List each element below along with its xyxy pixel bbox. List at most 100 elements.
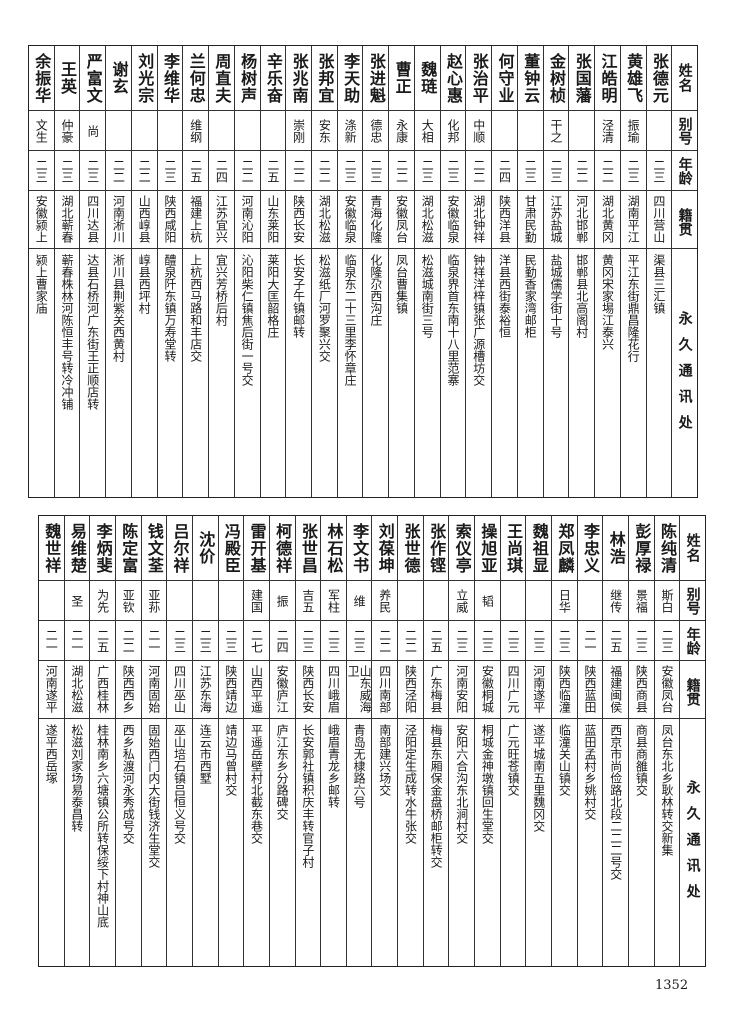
alias-cell: 景福 bbox=[629, 581, 654, 621]
native-cell: 湖北蕲春 bbox=[54, 191, 80, 249]
native-cell: 江苏东海 bbox=[192, 661, 218, 719]
age-cell: 二三 bbox=[646, 151, 672, 191]
age-cell: 二二 bbox=[389, 151, 414, 191]
person-column: 钱文荃 亚荪 二一 河南固始 固始西门内大街钱济生堂交 bbox=[140, 516, 167, 966]
alias-cell: 亚荪 bbox=[141, 581, 167, 621]
alias-cell bbox=[218, 581, 244, 621]
name-cell: 周直夫 bbox=[209, 46, 234, 111]
name-cell: 张兆南 bbox=[286, 46, 311, 111]
age-cell: 二一 bbox=[577, 621, 603, 661]
person-column: 张德元 二三 四川营山 渠县三汇镇 bbox=[645, 46, 672, 497]
native-cell: 广西桂林 bbox=[90, 661, 115, 719]
age-cell: 二四 bbox=[269, 621, 295, 661]
name-cell: 郑凤麟 bbox=[552, 516, 577, 581]
alias-cell: 安东 bbox=[311, 111, 337, 151]
native-cell: 湖北松滋 bbox=[414, 191, 440, 249]
age-cell: 二三 bbox=[629, 621, 654, 661]
alias-cell bbox=[646, 111, 672, 151]
name-cell: 王尚琪 bbox=[500, 516, 526, 581]
name-cell: 李天助 bbox=[337, 46, 363, 111]
addr-cell: 凤台东北乡耿林转交新集 bbox=[660, 724, 675, 856]
name-cell: 李忠义 bbox=[577, 516, 603, 581]
age-cell: 二三 bbox=[500, 621, 526, 661]
addr-cell: 靖边马曾村交 bbox=[223, 724, 238, 796]
native-cell: 河南淅川 bbox=[106, 191, 131, 249]
addr-cell: 南部建兴场交 bbox=[377, 724, 392, 796]
person-column: 冯殿臣 二三 陕西靖边 靖边马曾村交 bbox=[217, 516, 244, 966]
age-cell: 二一 bbox=[141, 621, 167, 661]
person-column: 辛乐奋 二五 山东莱阳 莱阳大匡韶格庄 bbox=[259, 46, 286, 497]
person-column: 周直夫 二四 江苏宜兴 宜兴芳桥后村 bbox=[208, 46, 234, 497]
addr-cell: 醴泉阡东镇万寿堂转 bbox=[162, 254, 177, 362]
addr-cell: 连云市西墅 bbox=[198, 724, 213, 784]
name-cell: 曹正 bbox=[389, 46, 414, 111]
person-column: 张进魁 德忠 二三 青海化隆 化隆尕西沟庄 bbox=[362, 46, 389, 497]
age-cell: 二三 bbox=[337, 151, 363, 191]
native-cell: 四川营山 bbox=[646, 191, 672, 249]
age-cell: 二三 bbox=[157, 151, 183, 191]
person-column: 索仪亭 立威 二三 河南安阳 安阳六合沟东北涧村交 bbox=[448, 516, 475, 966]
name-cell: 张国藩 bbox=[569, 46, 595, 111]
alias-cell: 泾清 bbox=[595, 111, 620, 151]
addr-cell: 西京市尚俭路北段二二二号交 bbox=[608, 724, 623, 880]
name-cell: 刘葆坤 bbox=[372, 516, 398, 581]
native-cell: 陕西洋县 bbox=[492, 191, 517, 249]
person-column: 魏世祥 二一 河南遂平 遂平西岳塚 bbox=[38, 516, 64, 966]
alias-cell: 振 bbox=[269, 581, 295, 621]
page-number: 1352 bbox=[655, 978, 689, 993]
native-cell: 陕西西乡 bbox=[115, 661, 141, 719]
native-cell: 青海化隆 bbox=[363, 191, 389, 249]
age-cell: 二五 bbox=[260, 151, 286, 191]
age-cell: 二三 bbox=[321, 621, 346, 661]
native-cell: 河南安阳 bbox=[449, 661, 475, 719]
addr-cell: 临泉界首东南十八里范寨 bbox=[446, 254, 461, 386]
native-cell: 河南遂平 bbox=[526, 661, 552, 719]
name-cell: 张治平 bbox=[466, 46, 492, 111]
name-cell: 王英 bbox=[54, 46, 80, 111]
native-cell: 陕西咸阳 bbox=[157, 191, 183, 249]
person-column: 张世昌 吉五 二三 陕西长安 长安郭社镇积庆丰转官子村 bbox=[294, 516, 321, 966]
addr-cell: 松滋城南街三号 bbox=[420, 254, 435, 338]
addr-cell: 泾阳定生成转水牛张交 bbox=[403, 724, 418, 844]
addr-cell: 黄冈宋家埸江泰兴 bbox=[600, 254, 615, 350]
name-cell: 沈价 bbox=[192, 516, 218, 581]
alias-cell bbox=[526, 581, 552, 621]
native-cell: 四川峨眉 bbox=[321, 661, 346, 719]
person-column: 吕尔祥 二三 四川巫山 巫山培石镇吕恒义号交 bbox=[166, 516, 192, 966]
native-cell: 安徽临泉 bbox=[440, 191, 466, 249]
person-column: 陈定富 亚钦 二二 陕西西乡 西乡私渡河永秀成号交 bbox=[114, 516, 141, 966]
addr-cell: 平江东街鼎昌隆花行 bbox=[626, 254, 641, 362]
addr-cell: 邯郸县北高阁村 bbox=[574, 254, 589, 338]
alias-cell: 崇刚 bbox=[286, 111, 311, 151]
alias-cell bbox=[192, 581, 218, 621]
person-column: 张国藩 二二 河北邯郸 邯郸县北高阁村 bbox=[568, 46, 595, 497]
native-cell: 安徽凤台 bbox=[389, 191, 414, 249]
addr-cell: 民勤香家湾邮柜 bbox=[523, 254, 538, 338]
addr-cell: 西乡私渡河永秀成号交 bbox=[121, 724, 136, 844]
name-cell: 彭厚禄 bbox=[629, 516, 654, 581]
age-cell: 二二 bbox=[286, 151, 311, 191]
age-cell: 二二 bbox=[595, 151, 620, 191]
alias-cell: 养民 bbox=[372, 581, 398, 621]
age-cell: 二三 bbox=[218, 621, 244, 661]
person-column: 李维华二三 陕西咸阳醴泉阡东镇万寿堂转 bbox=[156, 46, 183, 497]
alias-cell: 涤新 bbox=[337, 111, 363, 151]
alias-cell bbox=[38, 581, 64, 621]
name-cell: 林石松 bbox=[321, 516, 346, 581]
age-cell: 二五 bbox=[423, 621, 449, 661]
native-cell: 福建闽侯 bbox=[603, 661, 629, 719]
name-cell: 李维华 bbox=[157, 46, 183, 111]
person-column: 赵心惠 化邦 二三 安徽临泉 临泉界首东南十八里范寨 bbox=[439, 46, 466, 497]
name-cell: 张作铿 bbox=[423, 516, 449, 581]
name-cell: 魏琏 bbox=[414, 46, 440, 111]
name-cell: 刘光宗 bbox=[131, 46, 157, 111]
native-cell: 江苏盐城 bbox=[543, 191, 569, 249]
addr-cell: 化隆尕西沟庄 bbox=[368, 254, 383, 326]
addr-cell: 安阳六合沟东北涧村交 bbox=[454, 724, 469, 844]
name-cell: 索仪亭 bbox=[449, 516, 475, 581]
name-cell: 赵心惠 bbox=[440, 46, 466, 111]
person-column: 谢玄 二二 河南淅川 淅川县荆紫关西黄村 bbox=[105, 46, 131, 497]
alias-cell bbox=[260, 111, 286, 151]
header-alias: 别号 bbox=[680, 581, 705, 621]
header-column: 姓名 别号 年龄 籍贯 永久通讯处 bbox=[679, 516, 705, 966]
